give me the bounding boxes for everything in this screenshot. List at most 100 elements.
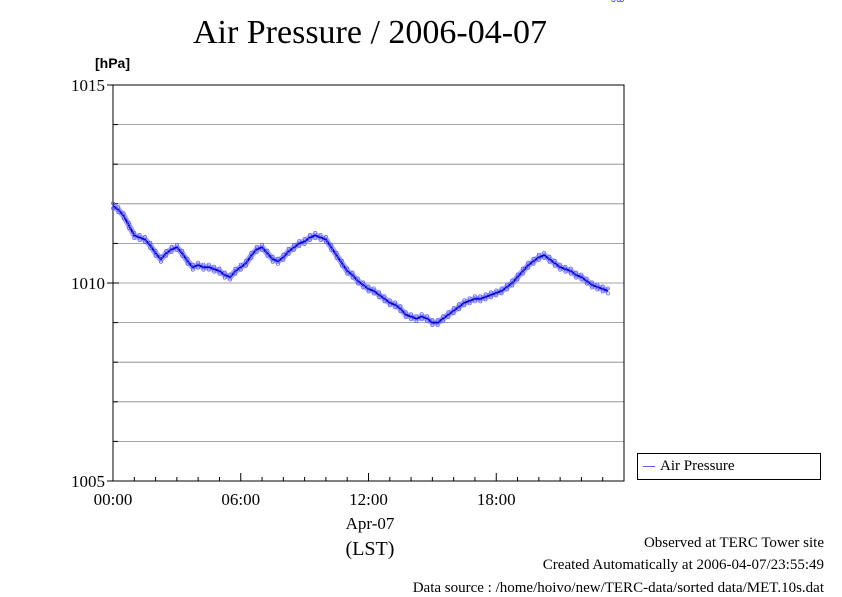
data-point xyxy=(478,299,483,304)
data-point xyxy=(510,278,515,283)
data-point xyxy=(606,286,610,291)
data-point xyxy=(217,271,222,276)
data-point xyxy=(206,267,211,272)
data-point xyxy=(526,265,531,270)
data-point xyxy=(132,231,137,235)
data-point xyxy=(307,233,312,237)
data-point xyxy=(339,263,344,268)
data-point xyxy=(345,271,350,276)
data-point xyxy=(600,289,605,294)
data-point xyxy=(536,257,541,262)
data-point xyxy=(339,258,344,263)
data-point xyxy=(228,277,233,282)
data-point xyxy=(494,288,499,293)
data-point xyxy=(121,211,126,216)
data-point xyxy=(174,242,179,247)
data-point xyxy=(313,231,318,235)
data-point xyxy=(510,283,515,288)
data-point xyxy=(430,323,435,328)
data-point xyxy=(536,252,541,257)
data-point xyxy=(619,0,624,2)
data-point xyxy=(355,276,360,281)
data-point xyxy=(398,304,403,309)
data-point xyxy=(441,319,445,324)
data-point xyxy=(595,282,600,287)
data-point xyxy=(387,303,392,308)
y-tick-label: 1015 xyxy=(71,76,105,95)
data-point xyxy=(116,205,121,210)
data-point xyxy=(584,281,589,286)
data-point xyxy=(611,0,616,2)
data-point xyxy=(435,318,440,323)
data-point xyxy=(377,290,382,295)
data-point xyxy=(499,286,504,291)
data-point xyxy=(366,284,371,289)
data-point xyxy=(563,269,568,274)
data-point xyxy=(323,234,328,239)
data-point xyxy=(307,238,312,242)
data-point xyxy=(276,261,280,266)
data-point xyxy=(169,249,174,254)
data-point xyxy=(345,266,350,271)
data-point xyxy=(174,247,179,252)
data-point xyxy=(409,312,414,317)
series-line xyxy=(112,204,609,324)
data-point xyxy=(467,301,472,306)
data-point xyxy=(542,250,547,255)
data-point xyxy=(148,245,153,250)
data-point xyxy=(499,291,504,296)
series-air-pressure xyxy=(111,0,624,328)
data-point xyxy=(185,261,190,266)
data-point xyxy=(531,261,536,266)
x-tick-label: 18:00 xyxy=(477,490,516,509)
data-point xyxy=(387,298,392,303)
data-point xyxy=(414,314,419,319)
data-point xyxy=(488,290,493,295)
data-point xyxy=(361,285,366,290)
data-point xyxy=(467,296,472,301)
y-tick-label: 1005 xyxy=(71,472,105,491)
legend-label: Air Pressure xyxy=(660,458,735,474)
data-point xyxy=(196,265,201,270)
data-point xyxy=(302,241,307,246)
data-point xyxy=(552,258,557,263)
data-point xyxy=(547,259,552,264)
data-point xyxy=(153,248,158,253)
data-point xyxy=(254,244,259,249)
data-point xyxy=(142,239,147,244)
data-point xyxy=(313,236,318,240)
data-point xyxy=(414,319,419,324)
data-point xyxy=(483,292,488,297)
data-point xyxy=(419,317,424,322)
data-point xyxy=(180,253,185,258)
data-point xyxy=(244,258,249,263)
data-point xyxy=(579,277,584,282)
data-point xyxy=(350,275,355,280)
data-point xyxy=(579,272,584,277)
data-point xyxy=(196,260,201,265)
data-point xyxy=(355,281,360,286)
data-point xyxy=(121,216,126,221)
data-point xyxy=(137,238,142,242)
data-point xyxy=(111,206,115,211)
data-point xyxy=(318,238,323,242)
data-point xyxy=(334,250,339,255)
data-point xyxy=(190,267,195,272)
data-point xyxy=(158,259,163,264)
data-point xyxy=(419,312,424,317)
data-point xyxy=(276,256,280,261)
data-point xyxy=(127,226,131,231)
data-point xyxy=(361,280,366,285)
data-point xyxy=(137,233,142,237)
data-point xyxy=(520,266,525,271)
data-point xyxy=(238,262,243,267)
data-point xyxy=(185,256,190,261)
data-point xyxy=(430,318,435,323)
data-point xyxy=(297,243,302,248)
grid-lines xyxy=(113,124,624,442)
data-point xyxy=(457,307,461,312)
data-point xyxy=(504,282,509,287)
data-point xyxy=(233,266,238,271)
data-point xyxy=(595,287,600,292)
data-point xyxy=(302,236,307,241)
